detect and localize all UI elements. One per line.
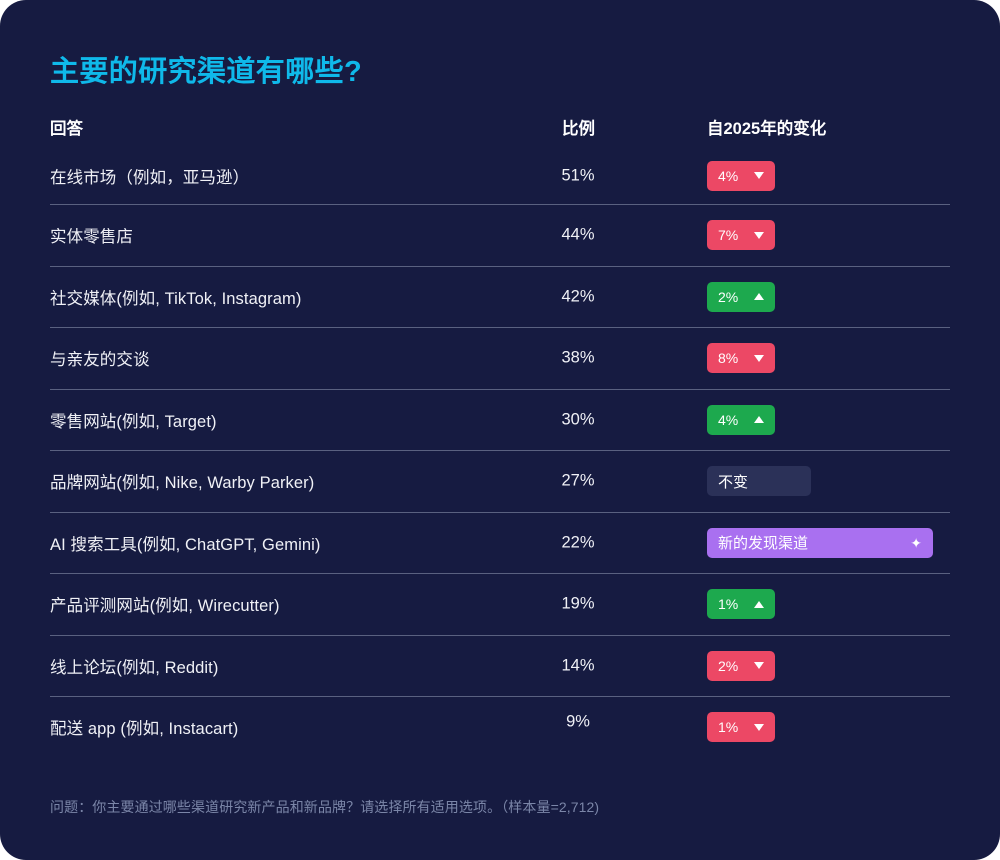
table-row: 社交媒体(例如, TikTok, Instagram) 42% 2%: [50, 265, 950, 328]
table-row: 实体零售店 44% 7%: [50, 204, 950, 266]
change-cell: 1%: [707, 712, 775, 743]
proportion-value: 44%: [561, 225, 595, 244]
change-cell: 2%: [707, 281, 775, 312]
proportion-value: 27%: [561, 471, 595, 490]
change-badge-decrease: 7%: [707, 220, 775, 251]
table-row-inner: 产品评测网站(例如, Wirecutter) 19% 1%: [50, 574, 950, 635]
change-cell: 新的发现渠道 ✦: [707, 527, 933, 558]
change-badge-new-channel: 新的发现渠道 ✦: [707, 527, 933, 558]
change-badge-label: 2%: [718, 657, 739, 674]
answer-label: 实体零售店: [50, 228, 133, 247]
answer-label: 与亲友的交谈: [50, 351, 150, 370]
table-row: AI 搜索工具(例如, ChatGPT, Gemini) 22% 新的发现渠道 ✦: [50, 511, 950, 574]
table-row-inner: AI 搜索工具(例如, ChatGPT, Gemini) 22% 新的发现渠道 ✦: [50, 513, 950, 574]
table-row: 与亲友的交谈 38% 8%: [50, 327, 950, 389]
proportion-value: 22%: [561, 533, 595, 552]
change-cell: 4%: [707, 404, 775, 435]
answer-label: 线上论坛(例如, Reddit): [50, 658, 219, 677]
change-badge-decrease: 8%: [707, 343, 775, 374]
answer-label: 产品评测网站(例如, Wirecutter): [50, 597, 280, 616]
change-badge-label: 7%: [718, 227, 739, 244]
proportion-value: 14%: [561, 656, 595, 675]
table-row-inner: 品牌网站(例如, Nike, Warby Parker) 27% 不变: [50, 451, 950, 512]
column-header-change: 自2025年的变化: [707, 120, 827, 138]
change-badge-decrease: 1%: [707, 712, 775, 743]
proportion-value: 51%: [561, 166, 595, 184]
triangle-down-icon: [754, 723, 764, 731]
table-row: 零售网站(例如, Target) 30% 4%: [50, 388, 950, 451]
proportion-value: 38%: [561, 348, 595, 367]
answer-label: 零售网站(例如, Target): [50, 412, 217, 431]
answer-label: 社交媒体(例如, TikTok, Instagram): [50, 289, 302, 308]
table-row: 配送 app (例如, Instacart) 9% 1%: [50, 696, 950, 758]
table-row-inner: 社交媒体(例如, TikTok, Instagram) 42% 2%: [50, 267, 950, 328]
answer-label: 配送 app (例如, Instacart): [50, 720, 239, 739]
change-badge-label: 4%: [718, 411, 739, 428]
table-row: 线上论坛(例如, Reddit) 14% 2%: [50, 634, 950, 697]
table-row-inner: 与亲友的交谈 38% 8%: [50, 328, 950, 389]
change-badge-label: 2%: [718, 288, 739, 305]
footnote: 问题：你主要通过哪些渠道研究新产品和新品牌？请选择所有适用选项。（样本量=2,7…: [50, 799, 600, 815]
proportion-value: 30%: [561, 410, 595, 429]
change-badge-label: 1%: [718, 596, 739, 613]
change-badge-unchanged: 不变: [707, 466, 811, 497]
change-badge-decrease: 2%: [707, 650, 775, 681]
answer-label: 品牌网站(例如, Nike, Warby Parker): [50, 474, 315, 493]
change-cell: 4%: [707, 160, 775, 191]
change-badge-increase: 1%: [707, 589, 775, 620]
sparkle-icon: ✦: [910, 534, 922, 551]
change-cell: 7%: [707, 220, 775, 251]
change-badge-label: 不变: [718, 473, 749, 491]
table-row: 产品评测网站(例如, Wirecutter) 19% 1%: [50, 573, 950, 635]
proportion-value: 9%: [566, 712, 590, 731]
table-row-inner: 零售网站(例如, Target) 30% 4%: [50, 390, 950, 451]
triangle-down-icon: [754, 231, 764, 239]
table-row: 品牌网站(例如, Nike, Warby Parker) 27% 不变: [50, 450, 950, 512]
triangle-down-icon: [754, 662, 764, 670]
change-badge-increase: 2%: [707, 281, 775, 312]
change-badge-increase: 4%: [707, 404, 775, 435]
proportion-value: 42%: [561, 287, 595, 306]
change-badge-label: 4%: [718, 167, 739, 184]
change-badge-label: 8%: [718, 350, 739, 367]
change-badge-label: 新的发现渠道: [718, 535, 809, 553]
change-badge-label: 1%: [718, 719, 739, 736]
results-table: 回答 比例 自2025年的变化 在线市场（例如，亚马逊） 51% 4% 实体零售店 44…: [50, 115, 950, 758]
change-cell: 1%: [707, 589, 775, 620]
column-header-answer: 回答: [50, 120, 83, 138]
change-badge-decrease: 4%: [707, 160, 775, 191]
table-row: 在线市场（例如，亚马逊） 51% 4%: [50, 147, 950, 204]
triangle-up-icon: [754, 293, 764, 301]
table-row-inner: 配送 app (例如, Instacart) 9% 1%: [50, 697, 950, 758]
table-row-inner: 在线市场（例如，亚马逊） 51% 4%: [50, 147, 950, 204]
change-cell: 2%: [707, 650, 775, 681]
change-cell: 不变: [707, 466, 811, 497]
triangle-down-icon: [754, 354, 764, 362]
triangle-up-icon: [754, 416, 764, 424]
table-header-row: 回答 比例 自2025年的变化: [50, 115, 950, 147]
proportion-value: 19%: [561, 594, 595, 613]
column-header-proportion: 比例: [562, 120, 595, 138]
change-cell: 8%: [707, 343, 775, 374]
page-title: 主要的研究渠道有哪些?: [50, 56, 363, 88]
answer-label: AI 搜索工具(例如, ChatGPT, Gemini): [50, 535, 321, 554]
table-row-inner: 实体零售店 44% 7%: [50, 205, 950, 266]
table-body: 在线市场（例如，亚马逊） 51% 4% 实体零售店 44% 7% 社交媒体(例如, TikT…: [50, 147, 950, 758]
table-row-inner: 线上论坛(例如, Reddit) 14% 2%: [50, 636, 950, 697]
triangle-up-icon: [754, 600, 764, 608]
triangle-down-icon: [754, 172, 764, 179]
answer-label: 在线市场（例如，亚马逊）: [50, 168, 250, 187]
